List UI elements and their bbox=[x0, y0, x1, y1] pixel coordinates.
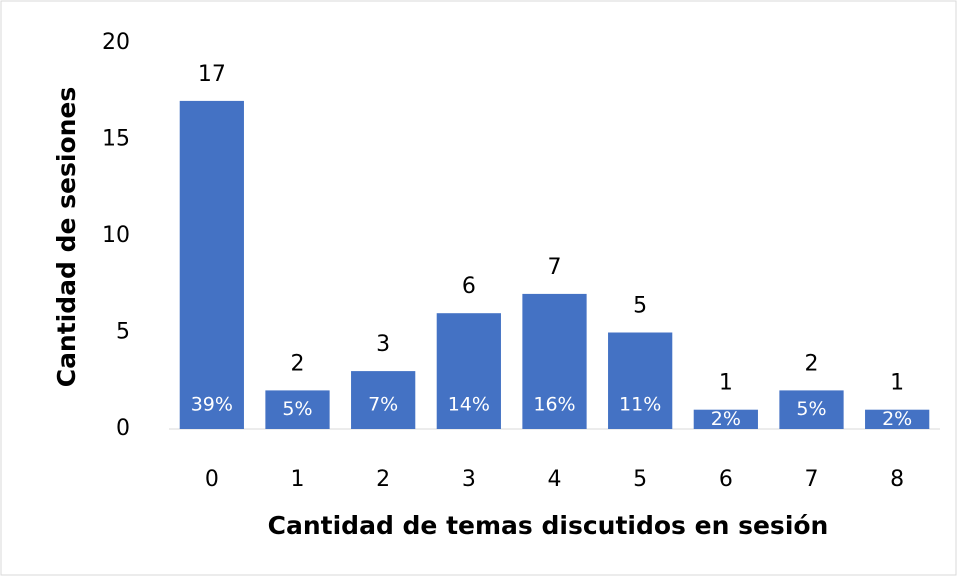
bar bbox=[351, 371, 416, 429]
x-tick-label: 2 bbox=[376, 467, 390, 492]
value-label: 7 bbox=[548, 255, 562, 280]
x-tick-label: 3 bbox=[462, 467, 476, 492]
value-label: 2 bbox=[291, 351, 305, 376]
x-tick-label: 7 bbox=[805, 467, 819, 492]
value-label: 1 bbox=[890, 371, 904, 396]
percent-label: 5% bbox=[282, 398, 312, 420]
bar bbox=[865, 409, 930, 429]
y-tick-label: 5 bbox=[116, 320, 130, 345]
x-axis-title: Cantidad de temas discutidos en sesión bbox=[268, 511, 829, 540]
percent-label: 7% bbox=[368, 394, 398, 416]
value-label: 3 bbox=[376, 332, 390, 357]
x-tick-label: 1 bbox=[291, 467, 305, 492]
value-label: 6 bbox=[462, 274, 476, 299]
bar bbox=[436, 313, 501, 429]
percent-label: 14% bbox=[448, 394, 490, 416]
value-label: 2 bbox=[805, 351, 819, 376]
percent-label: 5% bbox=[796, 398, 826, 420]
y-tick-label: 0 bbox=[116, 416, 130, 441]
y-tick-label: 20 bbox=[102, 30, 130, 55]
x-tick-label: 4 bbox=[548, 467, 562, 492]
x-tick-label: 5 bbox=[633, 467, 647, 492]
percent-label: 2% bbox=[882, 408, 912, 430]
y-tick-label: 10 bbox=[102, 223, 130, 248]
y-tick-label: 15 bbox=[102, 127, 130, 152]
value-label: 1 bbox=[719, 371, 733, 396]
y-axis-title: Cantidad de sesiones bbox=[52, 87, 81, 388]
x-tick-label: 8 bbox=[890, 467, 904, 492]
bar bbox=[179, 100, 244, 430]
bar bbox=[779, 390, 844, 429]
percent-label: 39% bbox=[191, 394, 233, 416]
bar bbox=[693, 409, 758, 429]
x-tick-label: 0 bbox=[205, 467, 219, 492]
percent-label: 2% bbox=[711, 408, 741, 430]
value-label: 5 bbox=[633, 294, 647, 319]
percent-label: 16% bbox=[533, 394, 575, 416]
percent-label: 11% bbox=[619, 394, 661, 416]
bar bbox=[522, 293, 587, 429]
bar bbox=[265, 390, 330, 429]
value-label: 17 bbox=[198, 62, 226, 87]
bar bbox=[608, 332, 673, 429]
x-tick-label: 6 bbox=[719, 467, 733, 492]
